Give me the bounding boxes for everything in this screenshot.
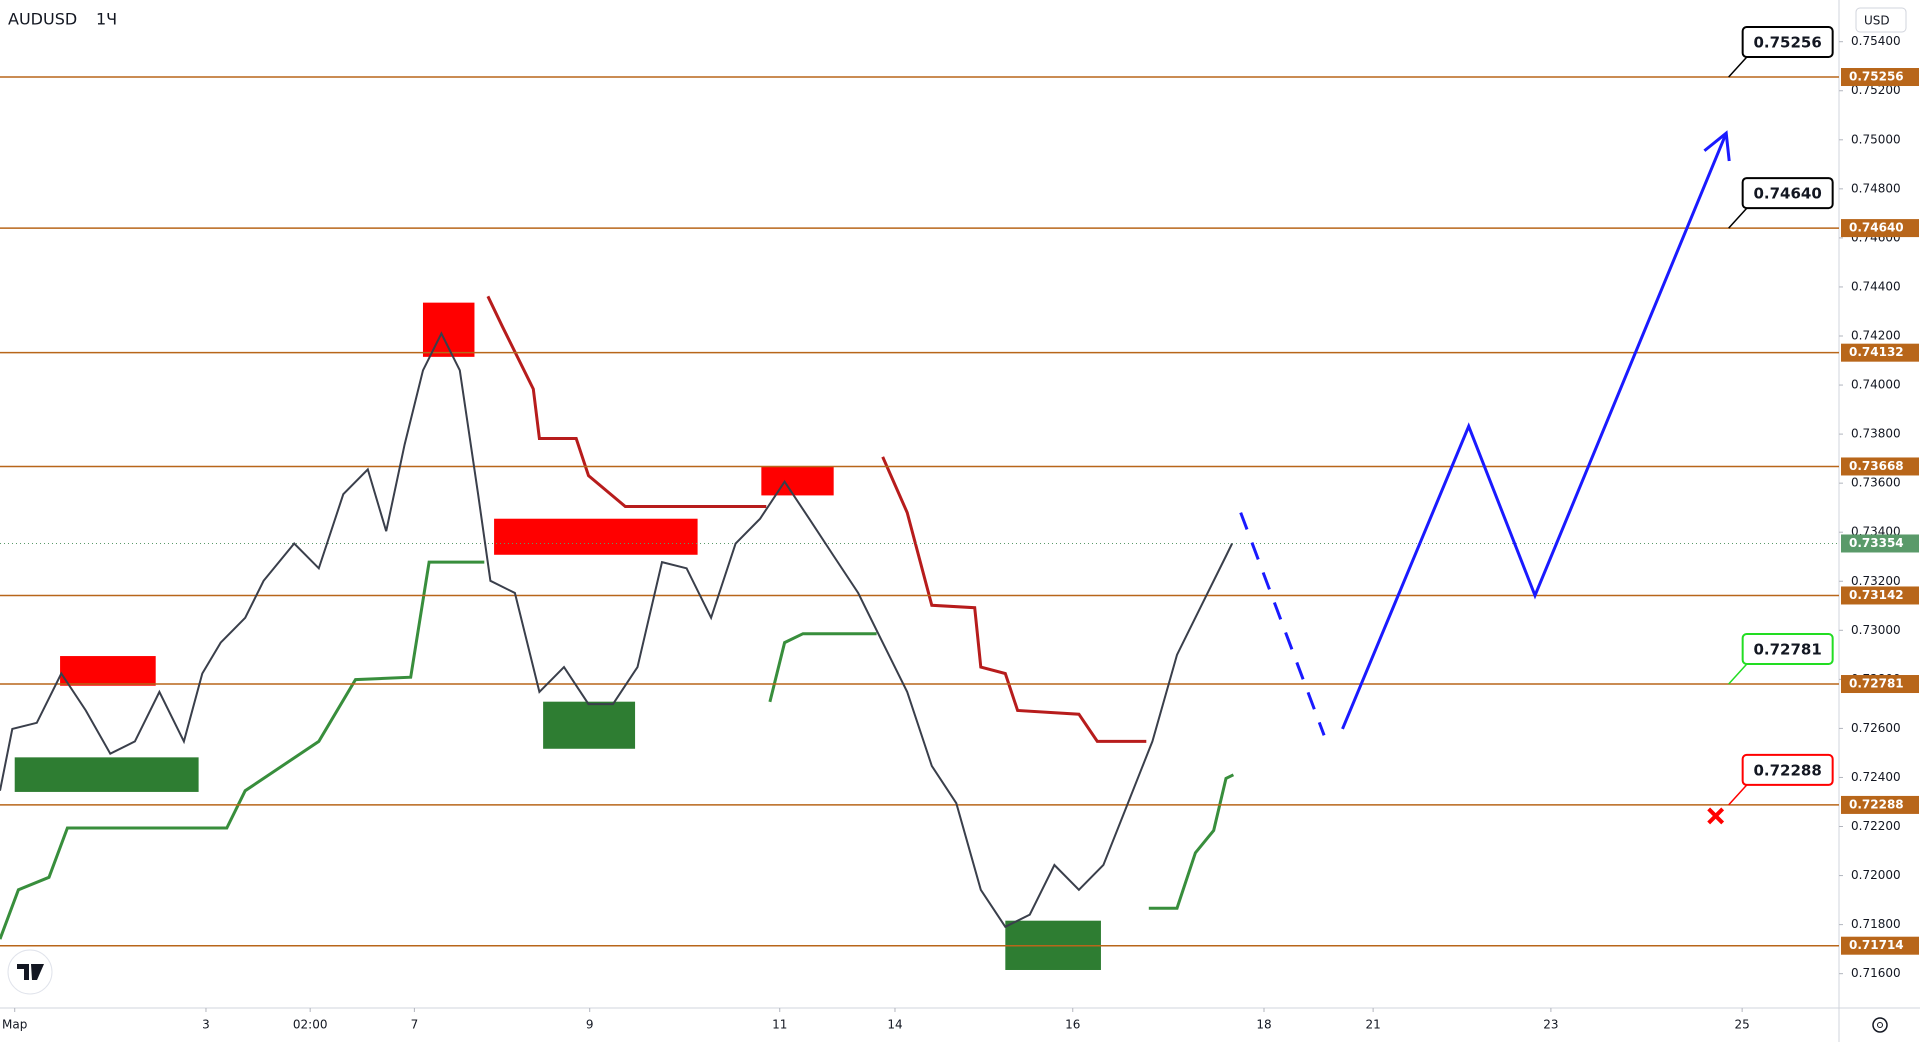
level-badge: [1841, 457, 1919, 476]
y-tick-label: 0.74400: [1851, 279, 1901, 293]
x-tick-label: Мар: [2, 1018, 27, 1032]
level-badge-label: 0.73142: [1849, 588, 1904, 602]
level-badge-label: 0.73668: [1849, 459, 1904, 473]
level-badge-label: 0.74640: [1849, 221, 1904, 235]
level-badge: [1841, 795, 1919, 814]
x-tick-label: 11: [772, 1018, 787, 1032]
zone: [60, 656, 156, 686]
zone: [761, 466, 834, 496]
callout-label: 0.74640: [1753, 185, 1821, 203]
level-badge: [1841, 675, 1919, 694]
x-tick-label: 14: [887, 1018, 902, 1032]
y-tick-label: 0.72400: [1851, 770, 1901, 784]
y-tick-label: 0.74000: [1851, 378, 1901, 392]
zone: [543, 701, 636, 749]
callout-box: [1741, 633, 1834, 666]
y-tick-label: 0.71800: [1851, 917, 1901, 931]
projection: [1239, 512, 1326, 736]
zone: [494, 518, 698, 555]
x-tick-label: 25: [1735, 1018, 1750, 1032]
x-tick-label: 18: [1256, 1018, 1271, 1032]
x-tick-label: 9: [586, 1018, 594, 1032]
y-tick-label: 0.72200: [1851, 819, 1901, 833]
projection: [1341, 132, 1728, 730]
price-line: [0, 331, 1233, 929]
level-badge: [1841, 219, 1919, 238]
trail-line: [881, 456, 1147, 743]
stop-marker: [1707, 807, 1725, 825]
x-tick-label: 23: [1543, 1018, 1558, 1032]
last-price-label: 0.73354: [1849, 536, 1904, 550]
trail-line: [768, 632, 877, 703]
x-tick-label: 21: [1365, 1018, 1380, 1032]
y-tick-label: 0.75400: [1851, 34, 1901, 48]
trail-line: [486, 295, 767, 508]
symbol: AUDUSD: [8, 10, 77, 29]
level-badge: [1841, 343, 1919, 362]
trail-line: [1148, 773, 1235, 910]
y-tick-label: 0.72000: [1851, 868, 1901, 882]
level-badge-label: 0.74132: [1849, 345, 1904, 359]
y-tick-label: 0.73200: [1851, 574, 1901, 588]
callout-box: [1741, 753, 1834, 786]
arrow-head: [1703, 130, 1731, 162]
callout-pointer: [1728, 661, 1750, 685]
x-tick-label: 02:00: [293, 1018, 328, 1032]
last-price-badge: [1841, 534, 1919, 553]
y-tick-label: 0.73000: [1851, 623, 1901, 637]
zone: [14, 757, 199, 792]
trail-line: [0, 560, 485, 940]
level-badge: [1841, 936, 1919, 955]
x-tick-label: 3: [202, 1018, 210, 1032]
y-tick-label: 0.75000: [1851, 132, 1901, 146]
y-tick-label: 0.74200: [1851, 329, 1901, 343]
currency-button[interactable]: [1855, 7, 1907, 33]
settings-icon[interactable]: [1872, 1017, 1888, 1033]
y-tick-label: 0.73600: [1851, 476, 1901, 490]
y-tick-label: 0.72600: [1851, 721, 1901, 735]
level-badge-label: 0.71714: [1849, 938, 1904, 952]
callout-label: 0.72288: [1753, 761, 1821, 779]
interval: 1Ч: [96, 10, 117, 29]
currency[interactable]: USD: [1864, 14, 1890, 28]
level-badge: [1841, 586, 1919, 605]
callout-box: [1741, 26, 1834, 59]
y-tick-label: 0.74800: [1851, 181, 1901, 195]
level-badge-label: 0.75256: [1849, 70, 1904, 84]
x-tick-label: 7: [411, 1018, 419, 1032]
callout-label: 0.72781: [1753, 641, 1821, 659]
callout-label: 0.75256: [1753, 34, 1821, 52]
level-badge-label: 0.72781: [1849, 677, 1904, 691]
y-tick-label: 0.75200: [1851, 83, 1901, 97]
y-tick-label: 0.71600: [1851, 966, 1901, 980]
level-badge-label: 0.72288: [1849, 797, 1904, 811]
callout-pointer: [1728, 54, 1750, 78]
callout-pointer: [1728, 205, 1750, 229]
y-tick-label: 0.73800: [1851, 427, 1901, 441]
callout-pointer: [1728, 782, 1750, 806]
x-tick-label: 16: [1065, 1018, 1080, 1032]
level-badge: [1841, 68, 1919, 87]
callout-box: [1741, 177, 1834, 210]
logo: [7, 949, 53, 995]
